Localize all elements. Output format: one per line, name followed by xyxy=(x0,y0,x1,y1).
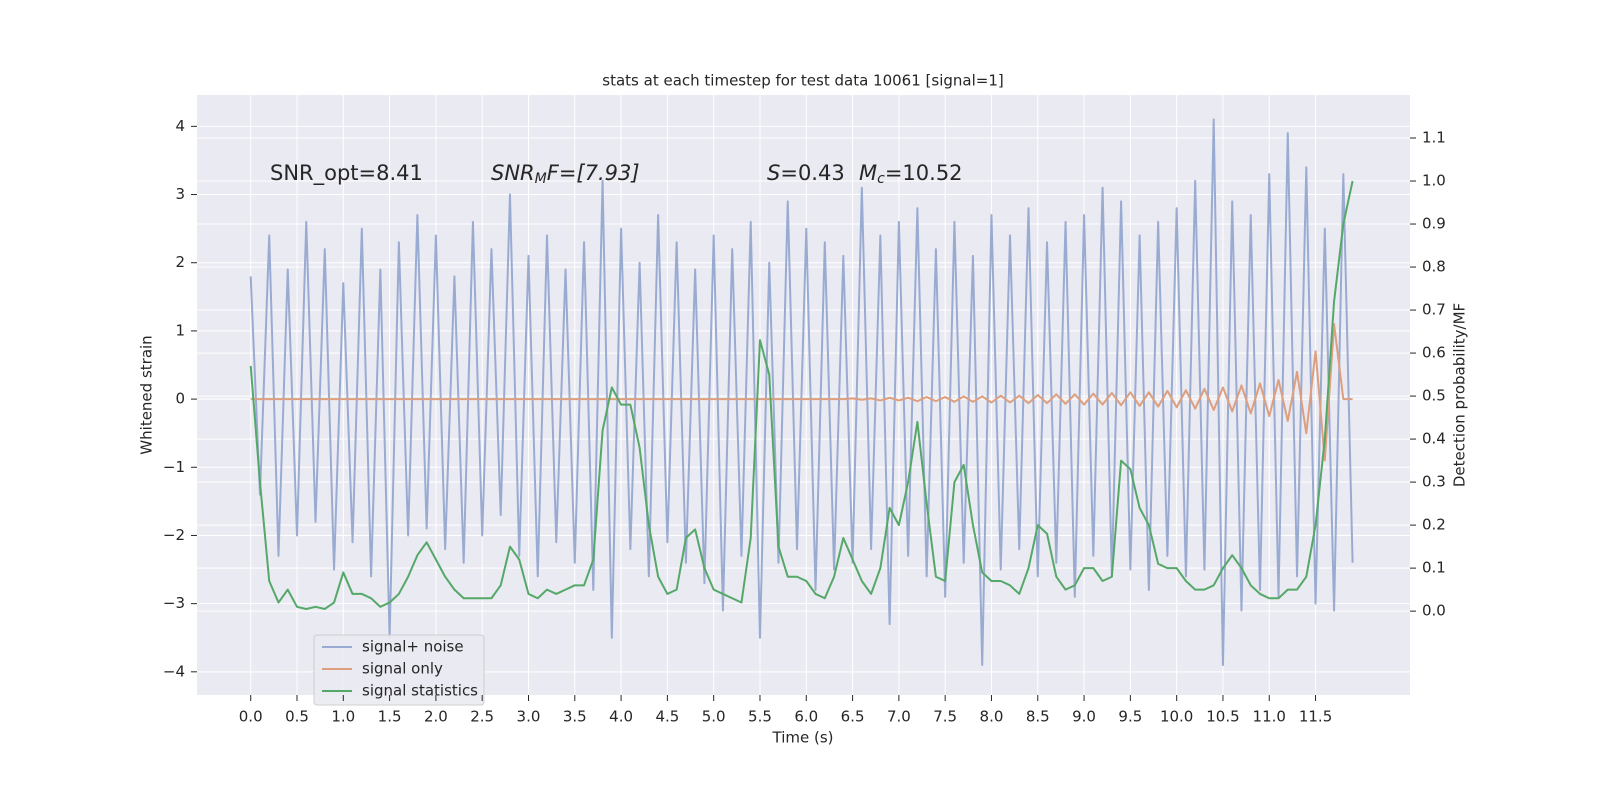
y2-tick-label: 0.1 xyxy=(1422,559,1446,577)
grid xyxy=(197,95,1410,695)
x-tick-label: 6.5 xyxy=(841,708,865,726)
annotation: S=0.43 Mc=10.52 xyxy=(767,161,963,187)
y-tick-label: −3 xyxy=(163,594,185,612)
y2-tick-label: 0.0 xyxy=(1422,602,1446,620)
x-tick-label: 3.5 xyxy=(563,708,587,726)
marks xyxy=(249,118,1354,666)
annotation-text: M xyxy=(535,171,547,187)
y-tick-label: −2 xyxy=(163,526,185,544)
y2-tick-label: 0.4 xyxy=(1422,430,1446,448)
x-tick-label: 4.5 xyxy=(655,708,679,726)
y-tick-label: −4 xyxy=(163,662,185,680)
x-tick-label: 0.5 xyxy=(285,708,309,726)
x-tick-label: 9.0 xyxy=(1072,708,1096,726)
y2-tick-label: 0.6 xyxy=(1422,344,1446,362)
y-tick-label: 1 xyxy=(175,321,185,339)
annotation-text: c xyxy=(877,171,885,187)
x-tick-label: 0.0 xyxy=(239,708,263,726)
x-tick-label: 5.0 xyxy=(702,708,726,726)
x-tick-label: 6.0 xyxy=(794,708,818,726)
y2-axis-label: Detection probability/MF xyxy=(1451,303,1469,487)
series-line xyxy=(249,180,1354,610)
legend-label: signal statistics xyxy=(362,682,478,700)
y2-tick-label: 1.1 xyxy=(1422,129,1446,147)
x-tick-label: 1.5 xyxy=(378,708,402,726)
x-tick-label: 8.0 xyxy=(980,708,1004,726)
x-tick-label: 5.5 xyxy=(748,708,772,726)
y-axis-label: Whitened strain xyxy=(138,335,156,454)
x-tick-label: 11.0 xyxy=(1253,708,1286,726)
y2-tick-label: 0.2 xyxy=(1422,516,1446,534)
x-tick-label: 10.5 xyxy=(1206,708,1239,726)
x-tick-label: 7.0 xyxy=(887,708,911,726)
y-tick-label: 0 xyxy=(175,390,185,408)
y2-tick-label: 1.0 xyxy=(1422,172,1446,190)
y-tick-label: −1 xyxy=(163,458,185,476)
x-tick-label: 11.5 xyxy=(1299,708,1332,726)
legend-label: signal+ noise xyxy=(362,638,464,656)
x-axis-label: Time (s) xyxy=(772,729,834,747)
annotation-text: F=[7.93] xyxy=(547,161,640,185)
x-tick-label: 9.5 xyxy=(1118,708,1142,726)
chart-title: stats at each timestep for test data 100… xyxy=(602,72,1003,90)
y2-tick-label: 0.9 xyxy=(1422,215,1446,233)
annotation: SNR_opt=8.41 xyxy=(270,161,423,186)
y2-tick-label: 0.3 xyxy=(1422,473,1446,491)
y-tick-label: 3 xyxy=(175,185,185,203)
x-tick-label: 1.0 xyxy=(331,708,355,726)
x-tick-label: 2.5 xyxy=(470,708,494,726)
x-tick-label: 4.0 xyxy=(609,708,633,726)
series-line xyxy=(249,118,1354,666)
x-tick-label: 2.0 xyxy=(424,708,448,726)
y2-tick-label: 0.5 xyxy=(1422,387,1446,405)
x-tick-label: 3.0 xyxy=(517,708,541,726)
legend-box xyxy=(313,634,485,706)
y2-tick-label: 0.8 xyxy=(1422,258,1446,276)
x-tick-label: 10.0 xyxy=(1160,708,1193,726)
annotation: SNRMF=[7.93] xyxy=(491,161,640,187)
annotation-text: SNR xyxy=(491,161,535,185)
y-tick-label: 4 xyxy=(175,117,185,135)
annotation-text: S xyxy=(767,161,780,185)
y-tick-label: 2 xyxy=(175,253,185,271)
x-tick-label: 7.5 xyxy=(933,708,957,726)
legend-label: signal only xyxy=(362,660,443,678)
annotation-text: M xyxy=(859,161,877,185)
annotation-text: =0.43 xyxy=(780,161,844,185)
annotation-text: =10.52 xyxy=(885,161,963,185)
annotation-text: SNR_opt=8.41 xyxy=(270,161,423,186)
x-tick-label: 8.5 xyxy=(1026,708,1050,726)
series-line xyxy=(250,323,1353,462)
legend: signal+ noise signal only signal statistic… xyxy=(313,634,485,706)
y2-tick-label: 0.7 xyxy=(1422,301,1446,319)
